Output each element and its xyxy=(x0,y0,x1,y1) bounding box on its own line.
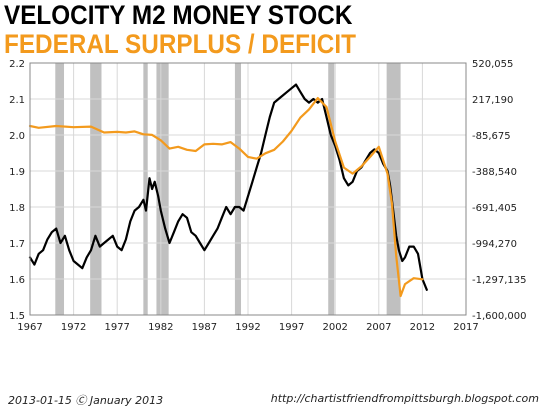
tick-labels: 1967 1972 1977 1982 1987 1992 1997 2002 2007 2012… xyxy=(9,59,526,333)
recession-band xyxy=(90,63,102,315)
y-right-tick-label: -994,270 xyxy=(472,239,517,250)
recession-band xyxy=(386,63,401,315)
y-left-tick-label: 2.0 xyxy=(9,131,25,142)
y-right-tick-label: -1,297,135 xyxy=(472,275,527,286)
y-right-tick-label: -85,675 xyxy=(472,131,511,142)
y-left-tick-label: 1.7 xyxy=(9,239,25,250)
footer-date: 2013-01-15 Ⓒ January 2013 xyxy=(8,394,164,407)
deficit-line xyxy=(28,97,424,298)
y-left-tick-label: 1.6 xyxy=(9,275,25,286)
chart-subtitle: FEDERAL SURPLUS / DEFICIT xyxy=(4,29,356,59)
x-tick-label: 2017 xyxy=(453,322,478,333)
y-right-tick-label: 217,190 xyxy=(472,95,513,106)
y-right-tick-label: -691,405 xyxy=(472,203,517,214)
y-right-tick-label: -1,600,000 xyxy=(472,311,527,322)
x-tick-label: 2002 xyxy=(322,322,347,333)
velocity-line xyxy=(28,83,428,291)
footer-url: http://chartistfriendfrompittsburgh.blog… xyxy=(270,392,539,405)
x-tick-label: 2012 xyxy=(410,322,435,333)
x-tick-label: 1967 xyxy=(17,322,42,333)
y-left-tick-label: 1.8 xyxy=(9,203,25,214)
y-left-tick-label: 1.5 xyxy=(9,311,25,322)
y-right-tick-label: 520,055 xyxy=(472,59,513,70)
recession-band xyxy=(234,63,242,315)
y-right-tick-label: -388,540 xyxy=(472,167,517,178)
recession-band xyxy=(55,63,65,315)
y-left-tick-label: 2.2 xyxy=(9,59,25,70)
y-left-tick-label: 2.1 xyxy=(9,95,25,106)
recession-bands xyxy=(55,63,401,315)
x-tick-label: 1997 xyxy=(279,322,304,333)
x-tick-label: 1992 xyxy=(235,322,260,333)
x-tick-label: 1982 xyxy=(148,322,173,333)
recession-band xyxy=(328,63,335,315)
plot-frame xyxy=(29,62,467,316)
recession-band xyxy=(156,63,169,315)
series xyxy=(28,83,428,298)
x-tick-label: 2007 xyxy=(366,322,391,333)
y-left-tick-label: 1.9 xyxy=(9,167,25,178)
recession-band xyxy=(143,63,148,315)
chart-title: VELOCITY M2 MONEY STOCK xyxy=(4,0,353,30)
x-tick-label: 1972 xyxy=(61,322,86,333)
x-tick-label: 1987 xyxy=(192,322,217,333)
x-tick-label: 1977 xyxy=(104,322,129,333)
